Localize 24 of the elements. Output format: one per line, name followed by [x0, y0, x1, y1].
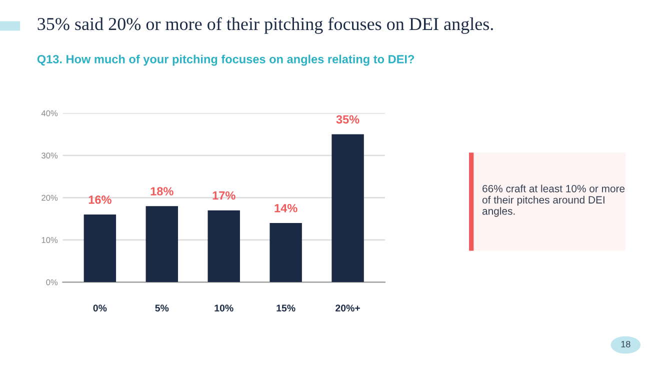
y-tick-label: 20% — [42, 194, 58, 201]
chart-subtitle: Q13. How much of your pitching focuses on angles relating to DEI? — [37, 54, 414, 66]
data-label: 16% — [88, 196, 112, 204]
x-tick-label: 5% — [155, 304, 169, 312]
data-label: 18% — [150, 187, 174, 196]
y-tick-label: 30% — [42, 152, 58, 158]
y-tick-label: 40% — [41, 110, 58, 116]
bar — [270, 222, 302, 282]
bar — [84, 214, 116, 282]
x-tick-label: 10% — [214, 304, 234, 312]
data-label: 14% — [274, 204, 298, 212]
data-label: 35% — [336, 115, 360, 124]
y-tick-label: 0% — [46, 279, 58, 286]
text: 18 — [621, 340, 630, 348]
text: 66% craft at least 10% or more of their pitches around DEI angles. — [482, 184, 625, 217]
bar — [146, 206, 178, 282]
x-tick-label: 20%+ — [336, 304, 360, 312]
y-tick-label: 10% — [42, 237, 58, 243]
bar — [208, 210, 240, 282]
data-label: 17% — [212, 191, 236, 200]
x-tick-label: 0% — [93, 304, 107, 312]
bar — [332, 134, 364, 282]
x-tick-label: 15% — [276, 304, 296, 312]
chart-title: 35% said 20% or more of their pitching focuses on DEI angles. — [38, 17, 493, 34]
